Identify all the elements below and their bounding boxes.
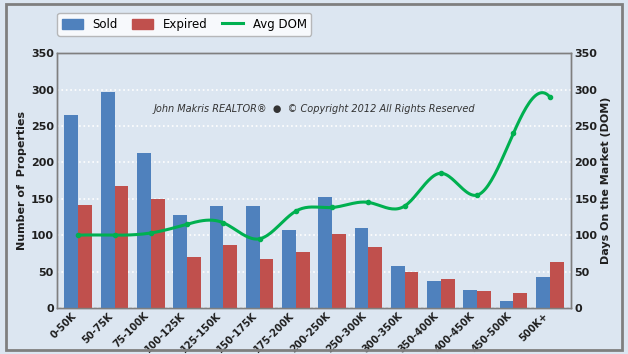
Y-axis label: Days On the Market (DOM): Days On the Market (DOM) bbox=[602, 97, 612, 264]
Bar bbox=[78, 205, 92, 308]
Text: John Makris REALTOR®  ●  © Copyright 2012 All Rights Reserved: John Makris REALTOR® ● © Copyright 2012 … bbox=[153, 104, 475, 114]
Bar bbox=[137, 153, 151, 308]
Bar bbox=[210, 206, 224, 308]
Bar bbox=[173, 215, 187, 308]
Legend: Sold, Expired, Avg DOM: Sold, Expired, Avg DOM bbox=[57, 13, 311, 35]
Bar bbox=[514, 293, 528, 308]
Bar bbox=[65, 115, 78, 308]
Bar bbox=[318, 196, 332, 308]
Bar bbox=[100, 92, 114, 308]
Bar bbox=[550, 262, 563, 308]
Bar bbox=[332, 234, 346, 308]
Bar bbox=[427, 281, 441, 308]
Bar bbox=[151, 199, 165, 308]
Bar bbox=[463, 290, 477, 308]
Bar bbox=[536, 278, 550, 308]
Bar bbox=[391, 267, 404, 308]
Bar bbox=[441, 279, 455, 308]
Y-axis label: Number of  Properties: Number of Properties bbox=[16, 111, 26, 250]
Bar bbox=[114, 186, 128, 308]
Bar bbox=[187, 257, 201, 308]
Bar bbox=[282, 230, 296, 308]
Bar bbox=[246, 206, 259, 308]
Bar bbox=[477, 291, 491, 308]
Bar bbox=[404, 272, 418, 308]
Bar bbox=[369, 247, 382, 308]
Bar bbox=[500, 301, 514, 308]
Bar bbox=[224, 245, 237, 308]
Bar bbox=[296, 252, 310, 308]
Bar bbox=[355, 228, 369, 308]
Bar bbox=[259, 259, 273, 308]
